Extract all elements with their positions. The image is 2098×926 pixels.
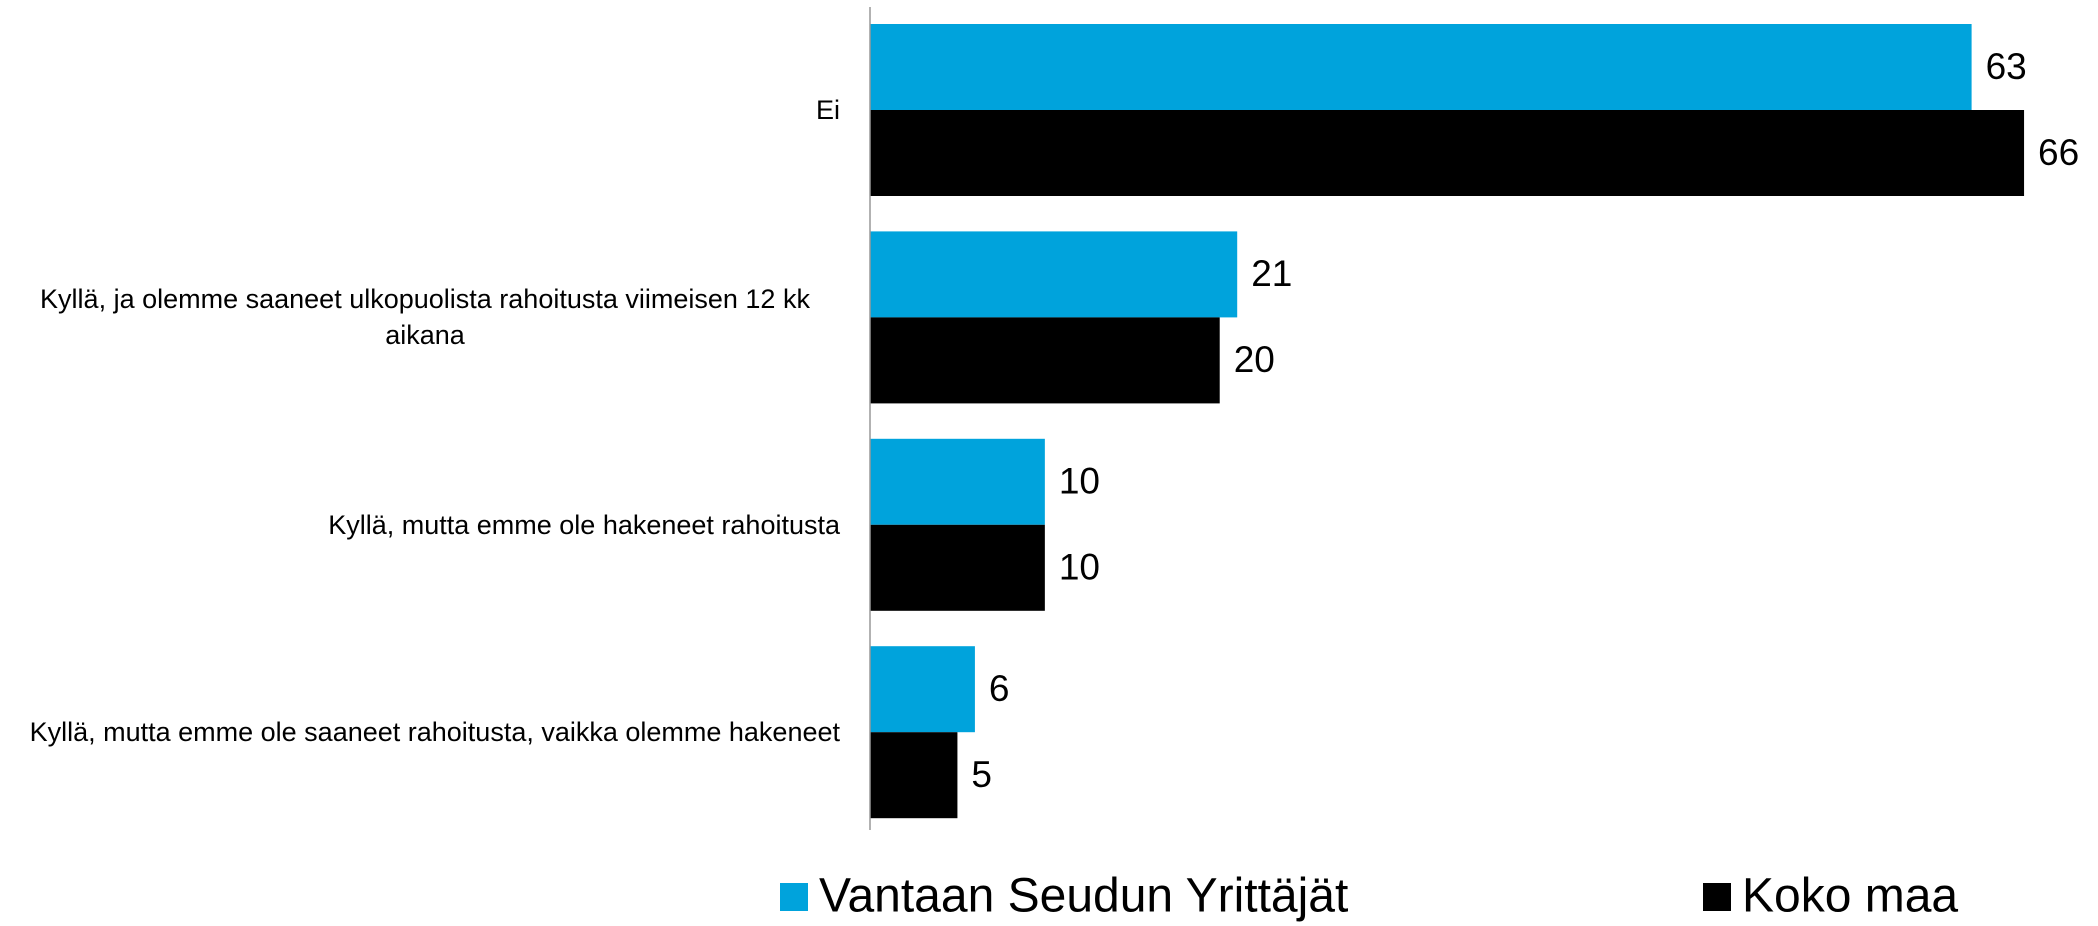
bar — [870, 24, 1972, 110]
value-label: 66 — [2038, 132, 2079, 173]
value-label: 6 — [989, 668, 1010, 709]
bar — [870, 646, 975, 733]
category-label-box: Ei — [816, 92, 840, 128]
bar — [870, 732, 958, 819]
value-label: 20 — [1234, 339, 1275, 380]
legend-label: Vantaan Seudun Yrittäjät — [819, 870, 1348, 923]
bar — [870, 110, 2025, 196]
category-label: Kyllä, ja olemme saaneet ulkopuolista ra… — [40, 284, 810, 351]
category-label: Kyllä, mutta emme ole saaneet rahoitusta… — [29, 717, 840, 748]
category-label-box: Kyllä, mutta emme ole hakeneet rahoitust… — [328, 507, 840, 543]
value-label: 21 — [1251, 253, 1292, 294]
legend-swatch — [1703, 883, 1731, 911]
legend-label: Koko maa — [1742, 870, 1958, 923]
bar — [870, 231, 1238, 318]
category-label: Ei — [815, 95, 840, 125]
category-label-box: Kyllä, ja olemme saaneet ulkopuolista ra… — [10, 281, 840, 353]
category-label-box: Kyllä, mutta emme ole saaneet rahoitusta… — [30, 714, 840, 750]
value-label: 10 — [1059, 547, 1100, 588]
bar — [870, 524, 1045, 611]
value-label: 5 — [971, 754, 992, 795]
bar — [870, 438, 1045, 525]
legend-swatch — [780, 883, 808, 911]
category-label: Kyllä, mutta emme ole hakeneet rahoitust… — [328, 509, 840, 540]
value-label: 63 — [1986, 46, 2027, 87]
bar — [870, 317, 1220, 404]
value-label: 10 — [1059, 461, 1100, 502]
